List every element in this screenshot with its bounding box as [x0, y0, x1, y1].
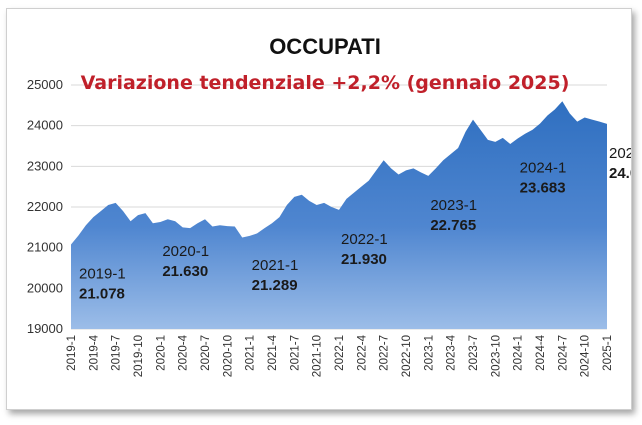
- y-tick-label: 21000: [27, 240, 63, 255]
- annotation-period: 2020-1: [162, 243, 209, 260]
- annotation-value: 21.930: [341, 251, 387, 268]
- x-tick-label: 2022-10: [401, 335, 413, 377]
- y-tick-label: 25000: [27, 77, 63, 92]
- x-tick-label: 2021-1: [245, 335, 257, 371]
- annotation-value: 21.078: [79, 285, 125, 302]
- x-tick-label: 2022-7: [379, 335, 391, 371]
- x-tick-label: 2021-7: [289, 335, 301, 371]
- x-tick-label: 2021-10: [312, 335, 324, 377]
- x-axis-ticks: 2019-1 2019-4 2019-7 2019-10 2020-1 2020-4 202…: [66, 334, 614, 377]
- x-tick-label: 2020-7: [200, 335, 212, 371]
- x-tick-label: 2024-4: [535, 334, 547, 370]
- area-chart: 19000 20000 21000 22000 23000 24000 25000 2019…: [27, 34, 631, 377]
- annotations: 2019-1 21.078 2020-1 21.630 2021-1 21.289 2022…: [79, 145, 631, 303]
- annotation-value: 23.683: [520, 180, 566, 197]
- x-tick-label: 2019-7: [111, 335, 123, 371]
- chart-subtitle: Variazione tendenziale +2,2% (gennaio 20…: [81, 72, 570, 94]
- x-tick-label: 2024-1: [513, 335, 525, 371]
- annotation-value: 24.044: [609, 165, 631, 182]
- annotation-period: 2021-1: [252, 257, 299, 274]
- x-tick-label: 2022-4: [356, 334, 368, 370]
- chart-frame: 19000 20000 21000 22000 23000 24000 25000 2019…: [6, 8, 632, 410]
- annotation-value: 21.630: [162, 263, 208, 280]
- x-tick-label: 2022-1: [334, 335, 346, 371]
- x-tick-label: 2025-1: [602, 335, 614, 371]
- annotation-period: 2023-1: [430, 197, 477, 214]
- x-tick-label: 2023-7: [468, 335, 480, 371]
- x-tick-label: 2020-1: [155, 335, 167, 371]
- y-tick-label: 22000: [27, 199, 63, 214]
- x-tick-label: 2020-4: [178, 334, 190, 370]
- annotation-period: 2022-1: [341, 231, 388, 248]
- x-tick-label: 2019-10: [133, 335, 145, 377]
- y-axis-ticks: 19000 20000 21000 22000 23000 24000 25000: [27, 77, 63, 336]
- x-tick-label: 2021-4: [267, 334, 279, 370]
- annotation-value: 21.289: [252, 277, 298, 294]
- y-tick-label: 20000: [27, 280, 63, 295]
- y-tick-label: 19000: [27, 321, 63, 336]
- y-tick-label: 24000: [27, 118, 63, 133]
- x-tick-label: 2023-10: [490, 335, 502, 377]
- series-area: [71, 101, 607, 330]
- x-tick-label: 2024-10: [580, 335, 592, 377]
- annotation-period: 2024-1: [520, 160, 567, 177]
- annotation-value: 22.765: [430, 217, 476, 234]
- chart-title: OCCUPATI: [269, 34, 381, 59]
- x-tick-label: 2020-10: [222, 335, 234, 377]
- x-tick-label: 2019-1: [66, 335, 78, 371]
- x-tick-label: 2023-1: [423, 335, 435, 371]
- x-tick-label: 2023-4: [446, 334, 458, 370]
- y-tick-label: 23000: [27, 158, 63, 173]
- annotation-period: 2025-1: [609, 145, 631, 162]
- x-tick-label: 2019-4: [88, 334, 100, 370]
- annotation-period: 2019-1: [79, 265, 126, 282]
- x-tick-label: 2024-7: [557, 335, 569, 371]
